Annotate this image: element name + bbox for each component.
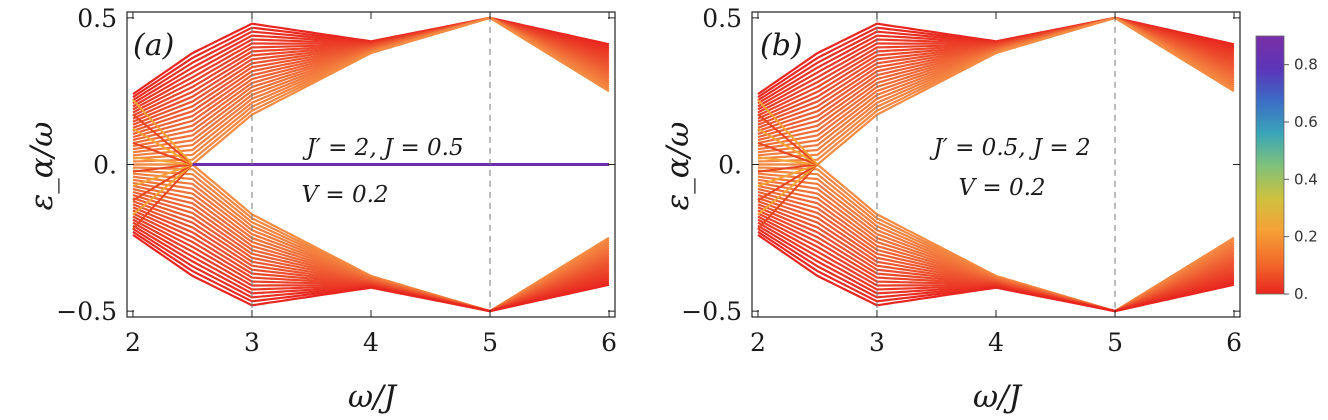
x-tick-label: 6 — [601, 328, 617, 357]
y-tick-label: 0.5 — [702, 4, 742, 33]
curves-a — [132, 16, 610, 313]
fan-line — [757, 163, 819, 216]
y-tick-label: −0.5 — [681, 297, 742, 326]
x-tick-label: 5 — [482, 328, 498, 357]
xlabel-a: ω/J — [348, 379, 398, 415]
x-tick-label: 6 — [1226, 328, 1242, 357]
x-tick-label: 4 — [988, 328, 1004, 357]
band-curve — [132, 233, 610, 313]
annotation-b-params: J′ = 0.5, J = 2 — [929, 135, 1090, 161]
annotation-b-v: V = 0.2 — [958, 175, 1045, 201]
colorbar-tick-label: 0. — [1294, 285, 1308, 303]
x-tick-label: 3 — [244, 328, 260, 357]
annotation-a-params: J′ = 2, J = 0.5 — [302, 135, 463, 161]
colorbar-tick-label: 0.2 — [1294, 228, 1318, 246]
x-tick-label: 2 — [125, 328, 141, 357]
fan-line — [757, 163, 819, 230]
x-tick-label: 3 — [869, 328, 885, 357]
band-curve — [758, 16, 1235, 166]
panel-a: 2 3 4 5 6 0.5 0. −0.5 (a) J′ = 2, J = 0.5 V = 0… — [24, 4, 617, 415]
fan-line — [757, 127, 818, 166]
ticks-a: 2 3 4 5 6 0.5 0. −0.5 — [56, 4, 617, 357]
fan-line — [757, 142, 818, 166]
fan-line — [757, 163, 818, 187]
colorbar-ticks: 0. 0.2 0.4 0.6 0.8 — [1284, 56, 1318, 303]
panel-label-a: (a) — [133, 28, 174, 63]
band-curve — [132, 16, 610, 111]
annotation-a-v: V = 0.2 — [301, 182, 388, 208]
xlabel-b: ω/J — [973, 379, 1023, 415]
colorbar-tick-label: 0.4 — [1294, 170, 1318, 188]
fan-line — [757, 113, 819, 166]
band-curve — [133, 16, 610, 166]
fan-line — [132, 163, 193, 173]
y-tick-label: 0. — [718, 151, 742, 180]
fan-line — [132, 163, 194, 230]
band-curve — [757, 16, 1235, 111]
fan-line — [757, 163, 818, 202]
y-tick-label: −0.5 — [56, 297, 117, 326]
fan-line — [132, 142, 193, 166]
band-curve — [757, 233, 1235, 313]
colorbar: 0. 0.2 0.4 0.6 0.8 — [1255, 35, 1318, 303]
ylabel-a: ε_α/ω — [24, 122, 60, 211]
fan-line — [132, 163, 193, 202]
fan-line — [757, 99, 819, 166]
colorbar-tick-label: 0.6 — [1294, 113, 1318, 131]
panel-b: 2 3 4 5 6 0.5 0. −0.5 (b) J′ = 0.5, J = 2 V = 0… — [660, 4, 1242, 415]
fan-line — [757, 156, 818, 166]
fan-line — [132, 163, 193, 187]
fan-line — [757, 163, 818, 173]
x-tick-label: 5 — [1107, 328, 1123, 357]
fan-line — [132, 99, 194, 166]
colorbar-tick-label: 0.8 — [1294, 56, 1318, 74]
fan-line — [132, 127, 193, 166]
x-tick-label: 4 — [363, 328, 379, 357]
fan-line — [132, 156, 193, 166]
fan-line — [132, 163, 194, 216]
y-tick-label: 0.5 — [77, 4, 117, 33]
ylabel-b: ε_α/ω — [660, 122, 696, 211]
x-tick-label: 2 — [750, 328, 766, 357]
y-tick-label: 0. — [93, 151, 117, 180]
ticks-b: 2 3 4 5 6 0.5 0. −0.5 — [681, 4, 1242, 357]
curves-b — [757, 16, 1235, 313]
fan-line — [132, 113, 194, 166]
panel-label-b: (b) — [760, 28, 803, 63]
colorbar-gradient — [1255, 35, 1285, 295]
